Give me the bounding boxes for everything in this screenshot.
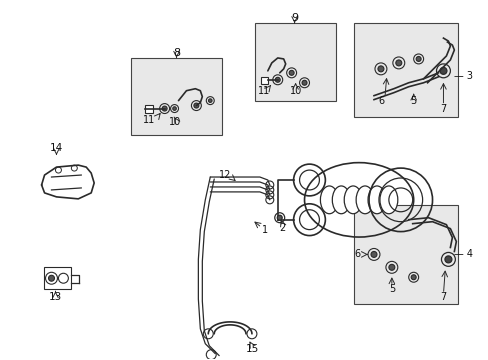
Text: 7: 7 bbox=[439, 292, 446, 302]
Circle shape bbox=[172, 107, 176, 111]
Text: 9: 9 bbox=[290, 13, 298, 23]
Text: — 3: — 3 bbox=[453, 71, 472, 81]
Ellipse shape bbox=[355, 186, 373, 214]
Text: 15: 15 bbox=[245, 344, 258, 354]
Circle shape bbox=[439, 67, 446, 74]
Bar bbox=[43, 267, 71, 289]
Text: 6: 6 bbox=[353, 249, 360, 260]
Circle shape bbox=[48, 275, 54, 281]
Circle shape bbox=[395, 60, 401, 66]
Circle shape bbox=[194, 103, 199, 108]
Text: 14: 14 bbox=[50, 143, 63, 153]
Text: — 4: — 4 bbox=[453, 249, 472, 260]
Circle shape bbox=[415, 57, 420, 62]
Text: 11: 11 bbox=[257, 86, 269, 96]
Bar bbox=[254, 23, 336, 100]
Circle shape bbox=[370, 251, 376, 257]
Circle shape bbox=[208, 99, 212, 102]
Bar bbox=[353, 23, 457, 117]
Ellipse shape bbox=[367, 186, 385, 214]
Text: 6: 6 bbox=[377, 96, 383, 105]
Text: 2: 2 bbox=[279, 222, 285, 233]
Ellipse shape bbox=[320, 186, 338, 214]
Text: 1: 1 bbox=[261, 225, 267, 235]
Circle shape bbox=[410, 275, 415, 280]
Circle shape bbox=[377, 66, 383, 72]
Circle shape bbox=[162, 106, 167, 111]
Ellipse shape bbox=[332, 186, 349, 214]
Text: 13: 13 bbox=[49, 292, 62, 302]
Circle shape bbox=[388, 264, 394, 270]
Circle shape bbox=[288, 70, 293, 75]
Text: 10: 10 bbox=[169, 117, 181, 127]
Bar bbox=[260, 77, 267, 84]
Bar bbox=[144, 105, 152, 113]
Circle shape bbox=[444, 256, 451, 263]
Bar bbox=[353, 205, 457, 304]
Text: 5: 5 bbox=[410, 96, 416, 105]
Ellipse shape bbox=[379, 186, 397, 214]
Text: 8: 8 bbox=[173, 48, 180, 58]
Circle shape bbox=[302, 80, 306, 85]
Circle shape bbox=[275, 77, 280, 82]
Text: 10: 10 bbox=[289, 86, 301, 96]
Text: 12: 12 bbox=[219, 170, 231, 180]
Text: 7: 7 bbox=[439, 104, 446, 113]
Ellipse shape bbox=[344, 186, 361, 214]
Bar bbox=[131, 58, 222, 135]
Text: 5: 5 bbox=[388, 284, 394, 294]
Circle shape bbox=[277, 215, 282, 220]
Text: 11: 11 bbox=[142, 116, 155, 126]
